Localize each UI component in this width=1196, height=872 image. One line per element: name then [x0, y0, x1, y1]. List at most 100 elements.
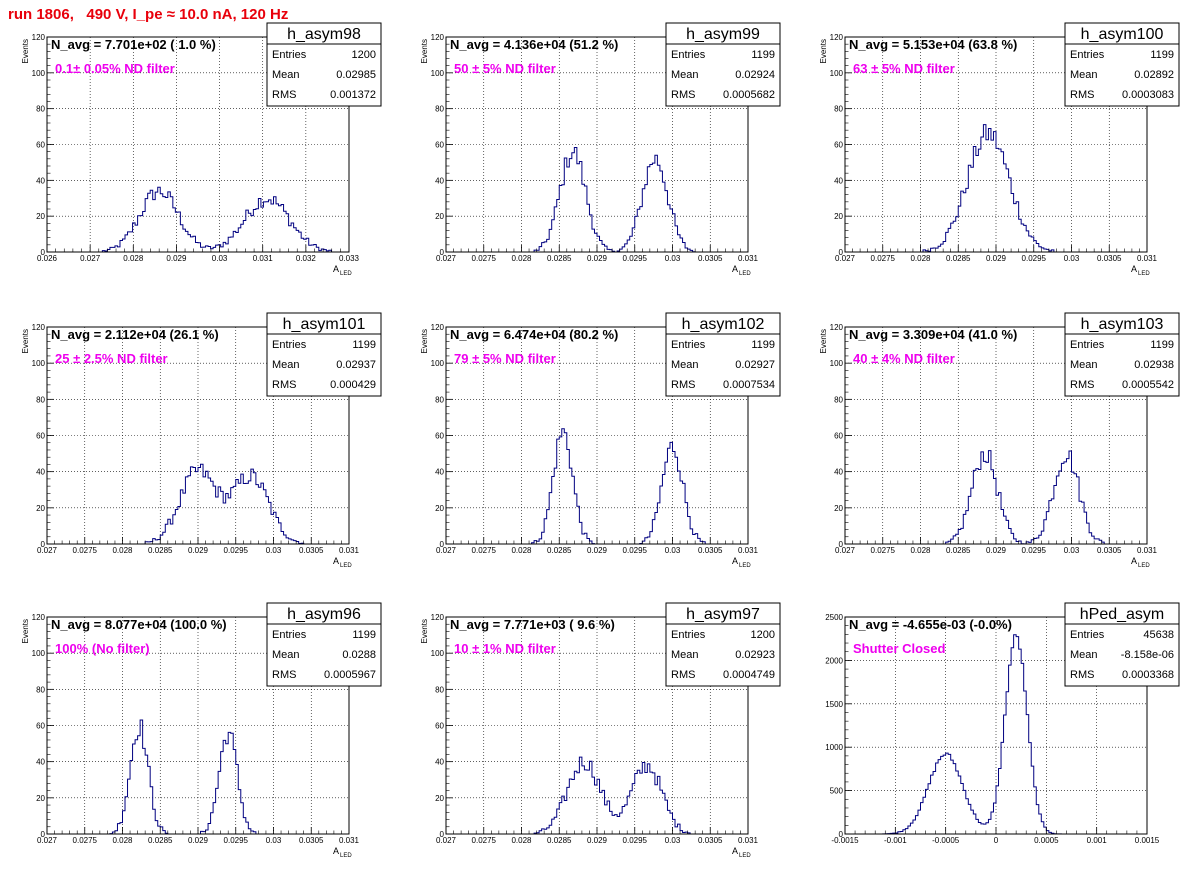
- x-tick-label: 0.028: [112, 546, 133, 555]
- x-tick-label: 0.0005: [1034, 836, 1059, 845]
- y-tick-label: 100: [830, 69, 844, 78]
- n-avg-label: N_avg = 5.153e+04 (63.8 %): [849, 37, 1017, 52]
- stats-key: Entries: [1070, 49, 1105, 61]
- filter-note: 10 ± 1% ND filter: [454, 641, 556, 656]
- x-tick-label: 0.0285: [148, 546, 173, 555]
- filter-note: 100% (No filter): [55, 641, 150, 656]
- stats-key: RMS: [671, 669, 695, 681]
- stats-value: 45638: [1143, 629, 1174, 641]
- stats-value: 0.02923: [735, 649, 775, 661]
- x-tick-label: 0.027: [835, 254, 856, 263]
- x-axis-label: A: [1131, 556, 1137, 566]
- y-tick-label: 100: [431, 649, 445, 658]
- x-tick-label: 0.028: [112, 836, 133, 845]
- n-avg-label: N_avg = 7.701e+02 ( 1.0 %): [51, 37, 216, 52]
- x-tick-label: 0.0015: [1135, 836, 1160, 845]
- histogram-panel-h_asym103: 0.027 0.0275 0.028 0.0285 0.029 0.0295 0.03 0.0…: [819, 312, 1180, 569]
- y-tick-label: 120: [431, 323, 445, 332]
- y-tick-label: 60: [36, 432, 45, 441]
- filter-note: 79 ± 5% ND filter: [454, 351, 556, 366]
- x-tick-label: 0.032: [296, 254, 317, 263]
- stats-value: 0.0003368: [1122, 669, 1174, 681]
- x-tick-label: 0.029: [986, 546, 1007, 555]
- stats-box: [1064, 333, 1180, 397]
- x-tick-label: 0.0305: [1097, 254, 1122, 263]
- y-axis-label: Events: [420, 329, 429, 353]
- x-tick-label: 0.03: [665, 836, 681, 845]
- x-tick-label: 0.028: [511, 836, 532, 845]
- stats-value: 0.02985: [336, 69, 376, 81]
- y-tick-label: 0: [839, 830, 844, 839]
- y-tick-label: 20: [36, 794, 45, 803]
- filter-note: 25 ± 2.5% ND filter: [55, 351, 168, 366]
- y-axis-label: Events: [420, 39, 429, 63]
- stats-key: RMS: [272, 669, 296, 681]
- stats-box: [665, 43, 781, 107]
- stats-value: 1200: [352, 49, 376, 61]
- stats-box: [266, 43, 382, 107]
- n-avg-label: N_avg = 4.136e+04 (51.2 %): [450, 37, 618, 52]
- x-tick-label: 0.0285: [547, 836, 572, 845]
- filter-note: 50 ± 5% ND filter: [454, 61, 556, 76]
- x-tick-label: 0.0295: [623, 546, 648, 555]
- y-tick-label: 40: [435, 758, 444, 767]
- histogram-line: [446, 756, 748, 835]
- x-tick-label: 0.031: [738, 836, 759, 845]
- x-tick-label: 0.029: [188, 546, 209, 555]
- x-tick-label: 0.031: [339, 836, 360, 845]
- filter-note: 40 ± 4% ND filter: [853, 351, 955, 366]
- x-tick-label: 0.0295: [623, 254, 648, 263]
- x-tick-label: 0.0305: [1097, 546, 1122, 555]
- x-tick-label: 0.0275: [472, 836, 497, 845]
- histogram-panel-h_asym101: 0.027 0.0275 0.028 0.0285 0.029 0.0295 0.03 0.0…: [21, 312, 382, 569]
- x-tick-label: 0.0295: [224, 546, 249, 555]
- y-tick-label: 120: [830, 33, 844, 42]
- histogram-name: h_asym101: [283, 316, 366, 333]
- y-tick-label: 0: [440, 830, 445, 839]
- x-tick-label: 0.0285: [547, 254, 572, 263]
- y-tick-label: 80: [435, 685, 444, 694]
- x-tick-label: 0.031: [738, 546, 759, 555]
- y-axis-label: Events: [420, 619, 429, 643]
- x-tick-label: 0.027: [37, 836, 58, 845]
- y-tick-label: 120: [32, 613, 46, 622]
- x-tick-label: -0.001: [884, 836, 907, 845]
- stats-key: Mean: [671, 649, 699, 661]
- x-tick-label: 0.03: [1064, 546, 1080, 555]
- y-tick-label: 20: [834, 504, 843, 513]
- stats-value: 0.0004749: [723, 669, 775, 681]
- stats-value: 0.0005967: [324, 669, 376, 681]
- x-tick-label: -0.0005: [932, 836, 960, 845]
- y-tick-label: 0: [41, 540, 46, 549]
- filter-note: 0.1± 0.05% ND filter: [55, 61, 175, 76]
- x-tick-label: 0.027: [436, 546, 457, 555]
- x-tick-label: 0.001: [1087, 836, 1108, 845]
- y-tick-label: 60: [435, 141, 444, 150]
- stats-value: 0.02938: [1134, 359, 1174, 371]
- x-axis-label-subscript: LED: [739, 271, 751, 277]
- x-tick-label: 0.026: [37, 254, 58, 263]
- x-tick-label: 0.033: [339, 254, 360, 263]
- y-tick-label: 40: [36, 176, 45, 185]
- x-axis-label: A: [732, 846, 738, 856]
- y-axis-label: Events: [819, 329, 828, 353]
- y-tick-label: 0: [440, 540, 445, 549]
- y-tick-label: 40: [834, 468, 843, 477]
- y-tick-label: 120: [32, 33, 46, 42]
- stats-box: [266, 623, 382, 687]
- x-tick-label: 0.031: [339, 546, 360, 555]
- stats-key: RMS: [1070, 379, 1094, 391]
- x-tick-label: 0.03: [665, 546, 681, 555]
- stats-value: 1199: [352, 629, 376, 641]
- stats-key: Mean: [272, 649, 300, 661]
- x-tick-label: 0.029: [587, 836, 608, 845]
- y-tick-label: 60: [834, 141, 843, 150]
- x-tick-label: 0.0305: [299, 546, 324, 555]
- x-tick-label: 0.0305: [698, 836, 723, 845]
- x-axis-label-subscript: LED: [1138, 563, 1150, 569]
- y-tick-label: 0: [41, 830, 46, 839]
- y-axis-label: Events: [21, 39, 30, 63]
- histogram-name: h_asym99: [686, 26, 760, 43]
- histogram-name: h_asym103: [1081, 316, 1164, 333]
- stats-key: Mean: [671, 359, 699, 371]
